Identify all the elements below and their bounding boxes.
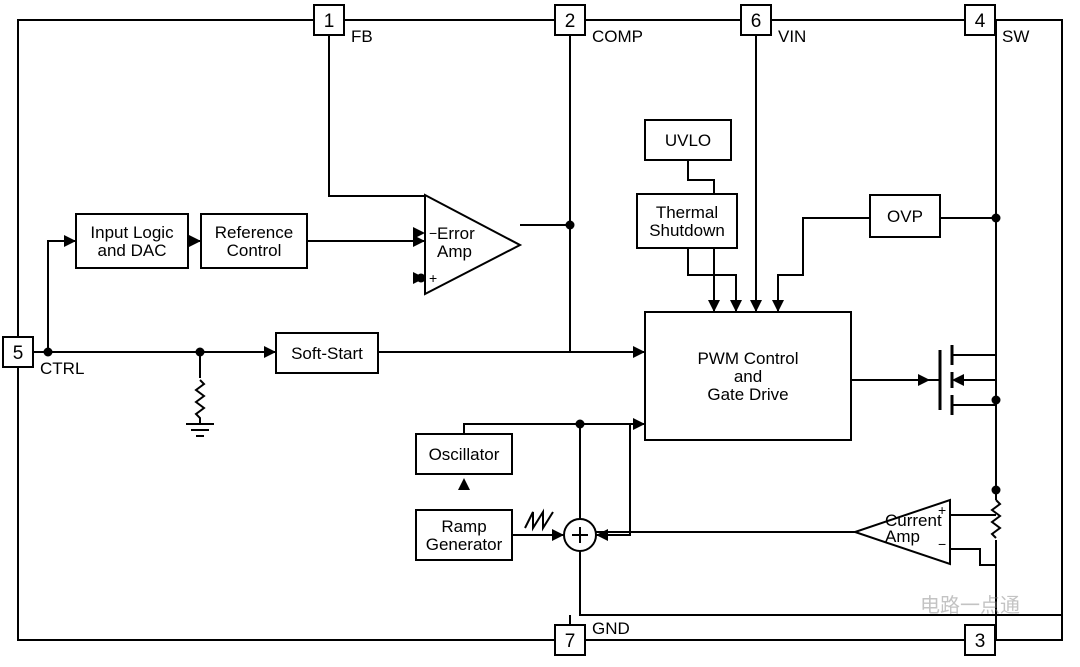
node [992,486,1001,495]
thermal-label: Thermal [656,203,718,222]
current_amp-label: Amp [885,527,920,546]
pwm-label: Gate Drive [707,385,788,404]
svg-text:−: − [938,536,946,552]
oscillator-label: Oscillator [429,445,500,464]
svg-text:+: + [938,502,946,518]
pin-5-label: CTRL [40,359,84,378]
pin-4-label: SW [1002,27,1029,46]
pin-1-label: FB [351,27,373,46]
watermark: 电路一点通 [920,594,1020,617]
node [992,396,1001,405]
node [576,420,585,429]
node [992,214,1001,223]
error_amp-label: Error [437,224,475,243]
ramp-label: Generator [426,535,503,554]
svg-text:+: + [429,270,437,286]
ref_ctrl-label: Control [227,241,282,260]
input_logic-label: and DAC [98,241,167,260]
pin-1-num: 1 [324,11,335,32]
input_logic-label: Input Logic [90,223,174,242]
pwm-label: PWM Control [697,349,798,368]
error_amp-label: Amp [437,242,472,261]
pin-2-label: COMP [592,27,643,46]
pin-2-num: 2 [565,11,576,32]
node [196,348,205,357]
uvlo-label: UVLO [665,131,711,150]
node [566,221,575,230]
ref_ctrl-label: Reference [215,223,293,242]
ramp-label: Ramp [441,517,486,536]
pin-6-label: VIN [778,27,806,46]
thermal-label: Shutdown [649,221,725,240]
svg-text:−: − [429,225,437,241]
pin-5-num: 5 [13,343,24,364]
pin-7-label: GND [592,619,630,638]
node [44,348,53,357]
node [417,274,426,283]
soft_start-label: Soft-Start [291,344,363,363]
pin-3-num: 3 [975,631,986,652]
pin-6-num: 6 [751,11,762,32]
pin-7-num: 7 [565,631,576,652]
ovp-label: OVP [887,207,923,226]
pin-4-num: 4 [975,11,986,32]
pwm-label: and [734,367,762,386]
